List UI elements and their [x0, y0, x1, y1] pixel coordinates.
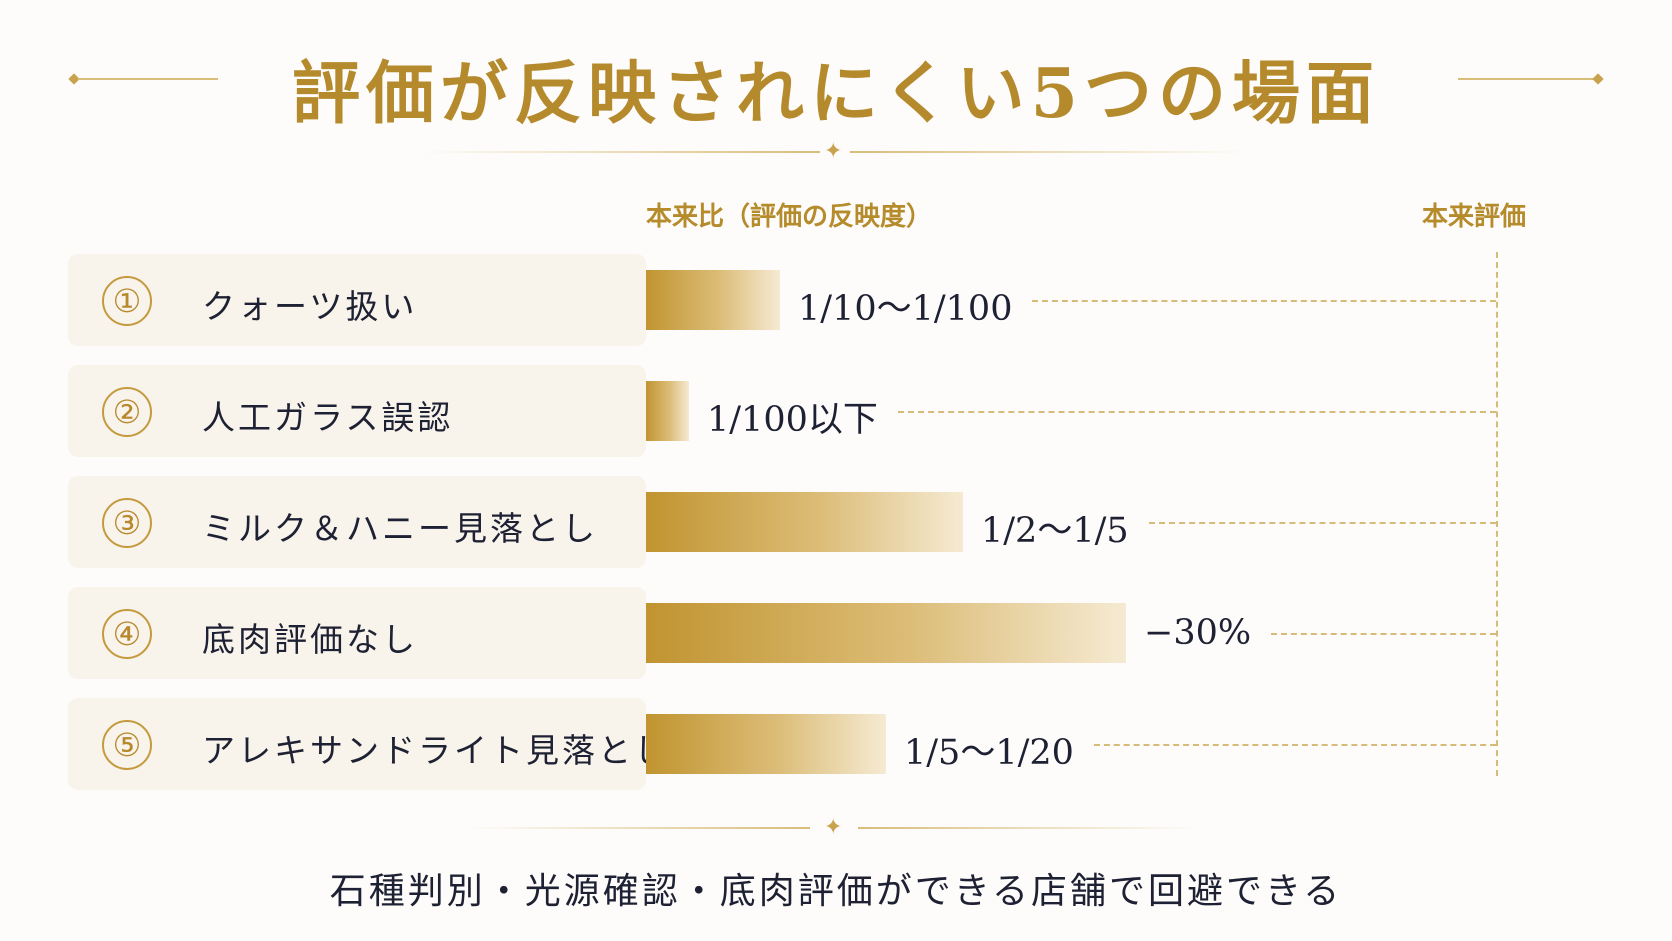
bar [646, 270, 780, 330]
ratio-column-header: 本来比（評価の反映度） [646, 202, 933, 232]
row-card: ③ ミルク＆ハニー見落とし [68, 476, 646, 568]
row-number-badge: ② [102, 387, 152, 437]
row-label: 底肉評価なし [202, 620, 418, 659]
bar-value-label: 1/100以下 [707, 400, 878, 440]
row-label: ミルク＆ハニー見落とし [202, 509, 598, 548]
bar [646, 714, 886, 774]
row-label: クォーツ扱い [202, 287, 418, 326]
page-title: 評価が反映されにくい5つの場面 [292, 54, 1380, 134]
row-card: ⑤ アレキサンドライト見落とし [68, 698, 667, 790]
row-number-badge: ⑤ [102, 720, 152, 770]
bar-value-label: 1/5〜1/20 [904, 733, 1074, 773]
reference-connector [1148, 522, 1496, 524]
bar [646, 381, 689, 441]
bar-value-label: 1/10〜1/100 [798, 289, 1013, 329]
bar-value-label: −30% [1144, 613, 1252, 653]
row-card: ② 人工ガラス誤認 [68, 365, 646, 457]
reference-connector [1271, 633, 1496, 635]
row-number-badge: ④ [102, 609, 152, 659]
row-number-badge: ③ [102, 498, 152, 548]
bar [646, 603, 1126, 663]
row-label: アレキサンドライト見落とし [202, 731, 670, 770]
title-left-rule [78, 78, 218, 80]
footer-rule-left [470, 827, 810, 829]
reference-connector [1032, 300, 1496, 302]
reference-connector [897, 411, 1496, 413]
reference-line [1496, 252, 1498, 776]
footer-note: 石種判別・光源確認・底肉評価ができる店舗で回避できる [329, 871, 1343, 912]
footer-rule-right [858, 827, 1198, 829]
row-card: ① クォーツ扱い [68, 254, 646, 346]
bar [646, 492, 963, 552]
title-underline-right [850, 151, 1250, 153]
row-card: ④ 底肉評価なし [68, 587, 646, 679]
reference-connector [1093, 744, 1496, 746]
title-underline-left [420, 151, 820, 153]
bar-value-label: 1/2〜1/5 [981, 511, 1129, 551]
sparkle-icon: ✦ [824, 815, 843, 840]
sparkle-icon: ✦ [824, 139, 843, 164]
row-label: 人工ガラス誤認 [202, 398, 454, 437]
title-right-rule [1458, 78, 1598, 80]
reference-column-header: 本来評価 [1422, 202, 1527, 232]
row-number-badge: ① [102, 276, 152, 326]
